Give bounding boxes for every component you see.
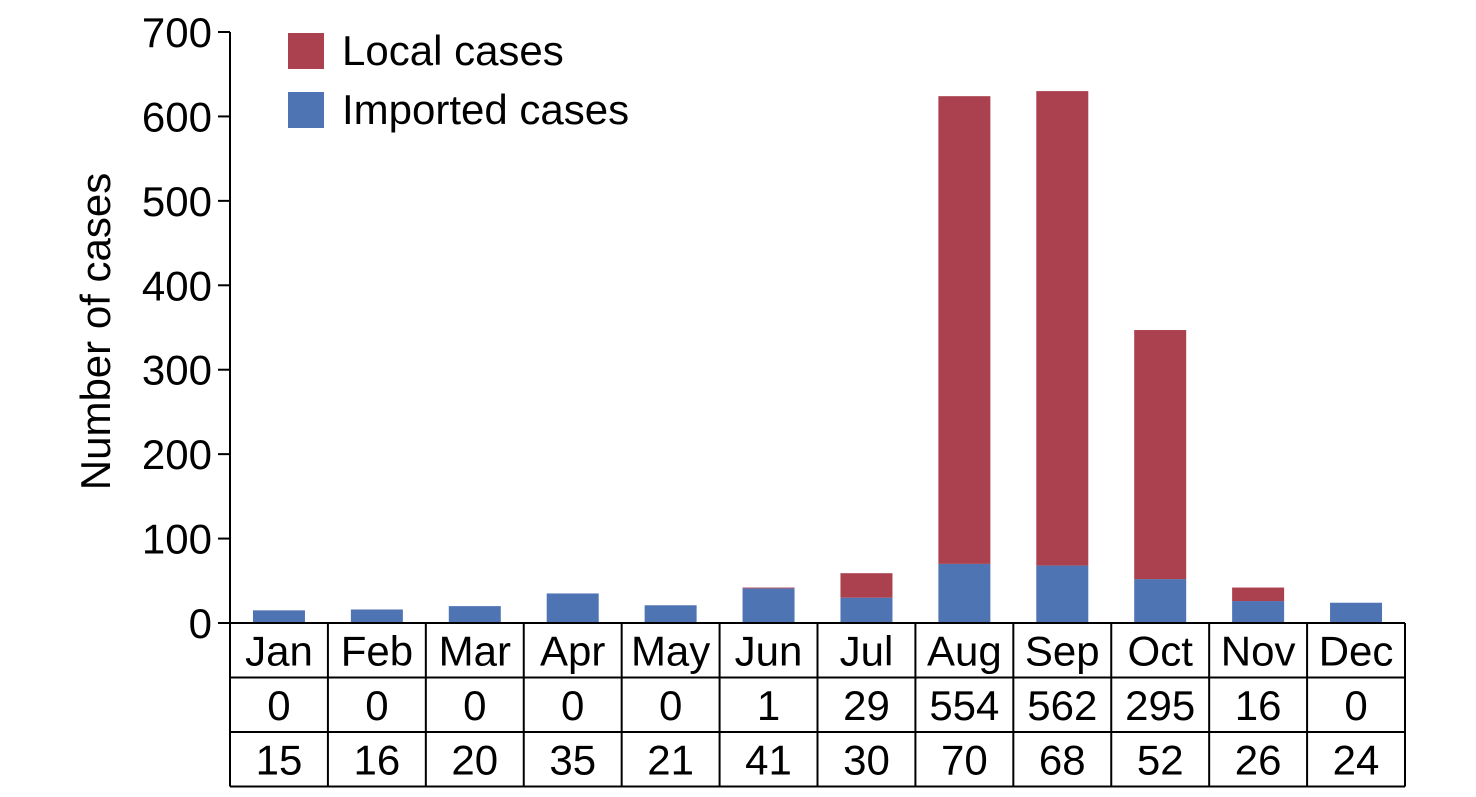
- bar-imported-jul: [840, 597, 893, 623]
- table-imported-value: 30: [843, 737, 890, 784]
- table-imported-value: 68: [1039, 737, 1086, 784]
- table-imported-value: 35: [549, 737, 596, 784]
- bar-imported-sep: [1036, 565, 1089, 623]
- table-imported-value: 24: [1333, 737, 1380, 784]
- legend-label-imported: Imported cases: [342, 86, 629, 133]
- table-local-value: 0: [463, 682, 486, 729]
- table-local-value: 554: [929, 682, 999, 729]
- y-tick-label: 400: [142, 262, 212, 309]
- x-category-label: Aug: [927, 628, 1002, 675]
- x-category-label: Mar: [439, 628, 511, 675]
- bar-imported-feb: [350, 609, 403, 623]
- y-tick-label: 300: [142, 347, 212, 394]
- table-imported-value: 16: [354, 737, 401, 784]
- x-category-label: Oct: [1128, 628, 1194, 675]
- table-imported-value: 21: [647, 737, 694, 784]
- legend-swatch-imported: [288, 92, 324, 128]
- y-tick-label: 600: [142, 93, 212, 140]
- table-local-value: 295: [1125, 682, 1195, 729]
- y-tick-label: 100: [142, 516, 212, 563]
- x-category-label: Jan: [245, 628, 313, 675]
- bar-imported-mar: [448, 606, 501, 623]
- table-local-value: 0: [659, 682, 682, 729]
- bar-imported-aug: [938, 563, 991, 623]
- table-local-value: 0: [1344, 682, 1367, 729]
- table-local-value: 562: [1027, 682, 1097, 729]
- x-category-label: Jul: [840, 628, 894, 675]
- bar-local-sep: [1036, 91, 1089, 566]
- bar-local-oct: [1134, 330, 1187, 580]
- bar-imported-oct: [1134, 579, 1187, 623]
- table-local-value: 0: [267, 682, 290, 729]
- table-imported-value: 70: [941, 737, 988, 784]
- bar-imported-jun: [742, 588, 795, 623]
- table-imported-value: 52: [1137, 737, 1184, 784]
- x-category-label: Nov: [1221, 628, 1296, 675]
- x-category-label: Jun: [735, 628, 803, 675]
- x-category-label: Feb: [341, 628, 413, 675]
- y-tick-label: 500: [142, 178, 212, 225]
- y-tick-label: 0: [189, 600, 212, 647]
- bar-local-jul: [840, 573, 893, 598]
- table-imported-value: 15: [256, 737, 303, 784]
- legend-label-local: Local cases: [342, 27, 564, 74]
- table-local-value: 16: [1235, 682, 1282, 729]
- y-tick-label: 700: [142, 9, 212, 56]
- bar-local-nov: [1232, 587, 1285, 602]
- bar-imported-may: [644, 605, 697, 623]
- table-imported-value: 20: [451, 737, 498, 784]
- table-local-value: 0: [561, 682, 584, 729]
- x-category-label: Dec: [1319, 628, 1394, 675]
- table-imported-value: 41: [745, 737, 792, 784]
- bar-imported-dec: [1330, 602, 1383, 623]
- table-local-value: 0: [365, 682, 388, 729]
- bar-imported-jan: [252, 610, 305, 623]
- y-tick-label: 200: [142, 431, 212, 478]
- y-axis-title: Number of cases: [72, 173, 119, 490]
- x-category-label: Apr: [540, 628, 605, 675]
- table-local-value: 1: [757, 682, 780, 729]
- x-category-label: May: [631, 628, 710, 675]
- bar-local-jun: [742, 587, 795, 589]
- x-category-label: Sep: [1025, 628, 1100, 675]
- bar-imported-nov: [1232, 601, 1285, 623]
- table-imported-value: 26: [1235, 737, 1282, 784]
- table-local-value: 29: [843, 682, 890, 729]
- legend-swatch-local: [288, 33, 324, 69]
- bar-imported-apr: [546, 593, 599, 623]
- bar-local-aug: [938, 96, 991, 564]
